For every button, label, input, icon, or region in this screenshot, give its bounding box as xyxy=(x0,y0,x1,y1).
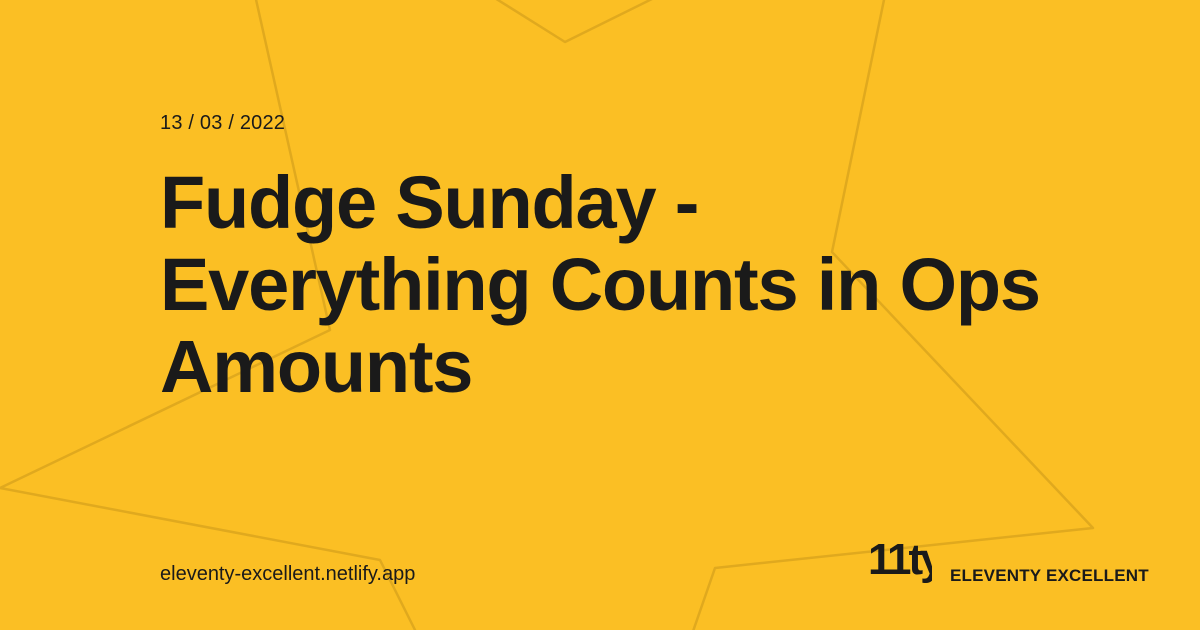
site-url: eleventy-excellent.netlify.app xyxy=(160,563,416,585)
star-outline-icon xyxy=(0,0,417,630)
brand-name: ELEVENTY EXCELLENT xyxy=(950,566,1149,585)
post-date: 13 / 03 / 2022 xyxy=(160,112,286,134)
star-outline-top xyxy=(495,0,653,44)
post-title: Fudge Sunday - Everything Counts in Ops … xyxy=(160,161,1041,408)
star-outline-right xyxy=(692,0,1095,630)
brand-logo-container: 11ty xyxy=(868,532,932,588)
eleventy-logo-icon: 11ty xyxy=(868,535,932,584)
eleventy-logo-text: 11ty xyxy=(868,535,932,584)
